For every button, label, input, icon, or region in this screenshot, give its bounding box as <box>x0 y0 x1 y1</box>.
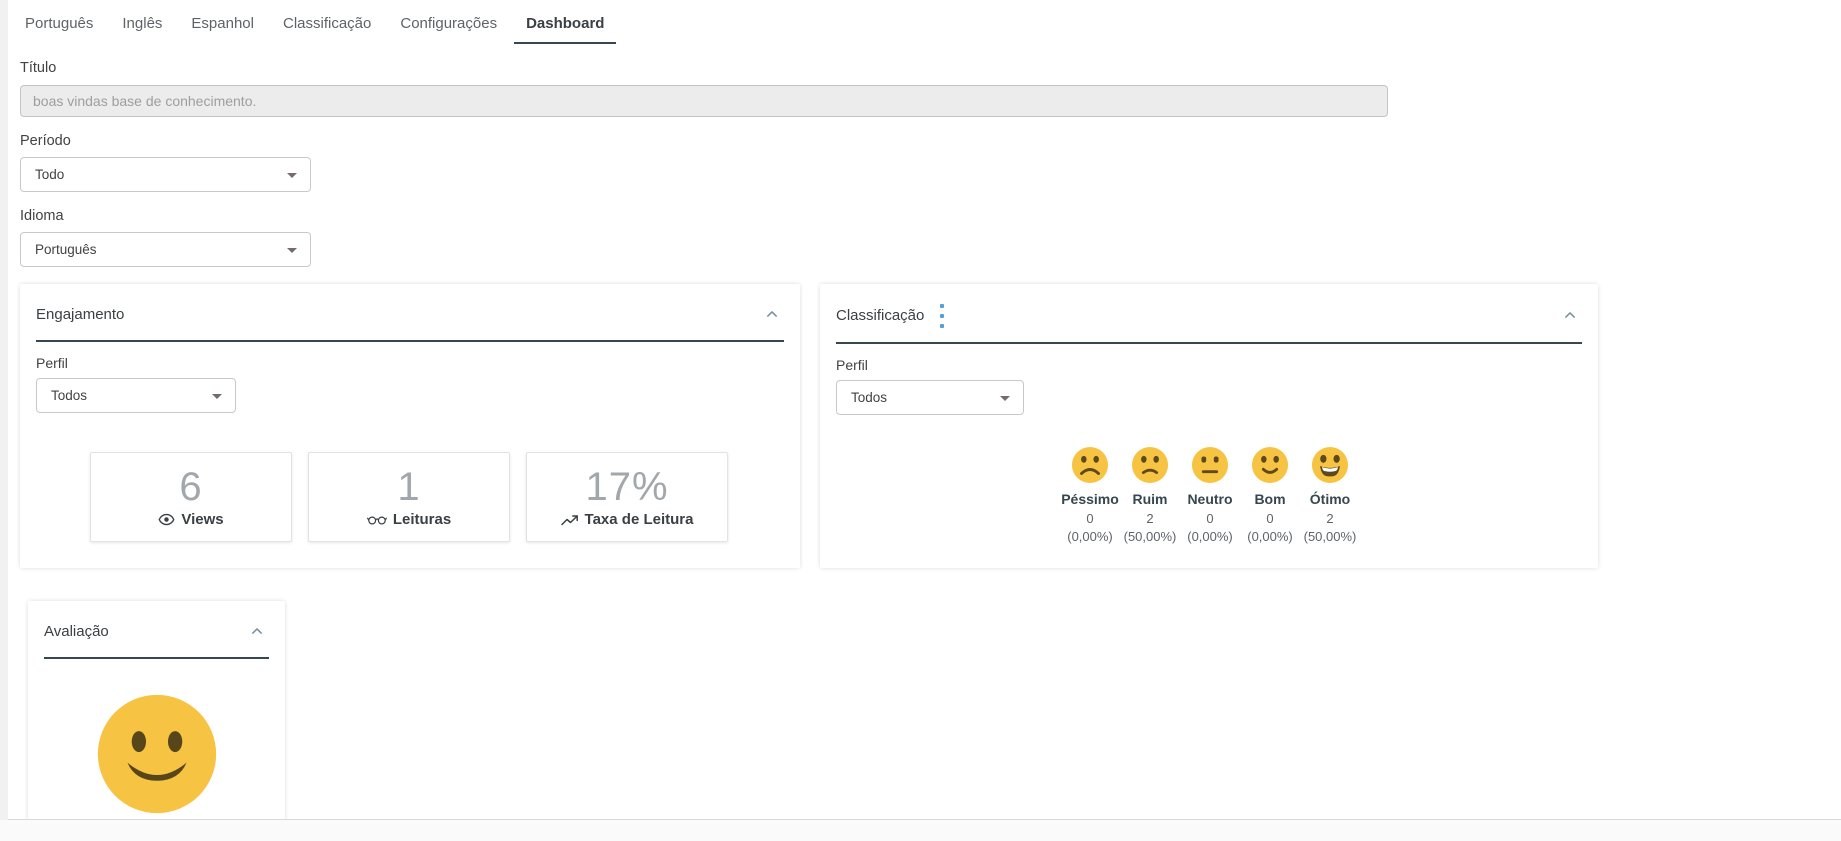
tab-configuracoes[interactable]: Configurações <box>400 15 498 32</box>
classificacao-rule <box>836 342 1582 344</box>
tab-bar: Português Inglês Espanhol Classificação … <box>8 0 1841 44</box>
caret-down-icon <box>1000 395 1010 401</box>
rating-bom: Bom 0 (0,00%) <box>1240 446 1300 544</box>
rating-label: Péssimo <box>1061 491 1119 507</box>
very-sad-face-icon <box>1071 446 1109 484</box>
classificacao-header: Classificação <box>836 302 1582 328</box>
tab-classificacao[interactable]: Classificação <box>282 15 372 32</box>
avaliacao-collapse-button[interactable] <box>245 619 269 643</box>
engajamento-collapse-button[interactable] <box>760 302 784 326</box>
tab-espanhol[interactable]: Espanhol <box>191 15 254 32</box>
avaliacao-rule <box>44 657 269 659</box>
rating-percent: (0,00%) <box>1187 529 1233 544</box>
caret-down-icon <box>212 393 222 399</box>
chevron-up-icon <box>1565 312 1575 318</box>
engajamento-header: Engajamento <box>36 302 784 326</box>
periodo-selected-value: Todo <box>35 167 65 182</box>
taxa-leitura-label: Taxa de Leitura <box>584 511 694 528</box>
engajamento-perfil-label: Perfil <box>36 355 68 371</box>
filters-section: Título Período Todo Idioma Português <box>8 60 1841 267</box>
rating-count: 0 <box>1206 511 1214 526</box>
classificacao-card: Classificação Perfil Todos <box>820 284 1598 568</box>
trendline-icon <box>560 514 578 525</box>
leituras-label: Leituras <box>392 511 452 528</box>
rating-otimo: Ótimo 2 (50,00%) <box>1300 446 1360 544</box>
idioma-label: Idioma <box>20 208 64 224</box>
rating-label: Neutro <box>1187 491 1233 507</box>
classificacao-title: Classificação <box>836 306 925 324</box>
taxa-leitura-value: 17% <box>585 465 669 509</box>
blue-dots-icon[interactable] <box>940 304 945 328</box>
periodo-select[interactable]: Todo <box>20 157 311 192</box>
tab-dashboard[interactable]: Dashboard <box>514 12 617 44</box>
sad-face-icon <box>1131 446 1169 484</box>
rating-count: 2 <box>1146 511 1154 526</box>
avaliacao-card: Avaliação <box>28 601 285 819</box>
ratings-row: Péssimo 0 (0,00%) Ruim 2 (50,00%) <box>1060 446 1582 544</box>
tab-portugues[interactable]: Português <box>25 15 94 32</box>
cards-row: Engajamento Perfil Todos 6 <box>8 284 1841 568</box>
engajamento-perfil-select[interactable]: Todos <box>36 378 236 413</box>
leituras-stat-box: 1 Leituras <box>308 452 510 542</box>
classificacao-collapse-button[interactable] <box>1558 303 1582 327</box>
chevron-up-icon <box>767 311 777 317</box>
rating-pessimo: Péssimo 0 (0,00%) <box>1060 446 1120 544</box>
grin-face-icon <box>1311 446 1349 484</box>
engajamento-card: Engajamento Perfil Todos 6 <box>20 284 800 568</box>
rating-percent: (50,00%) <box>1123 529 1177 544</box>
rating-percent: (50,00%) <box>1303 529 1357 544</box>
views-label: Views <box>181 511 224 528</box>
caret-down-icon <box>287 172 297 178</box>
views-stat-box: 6 Views <box>90 452 292 542</box>
rating-label: Ótimo <box>1309 491 1351 507</box>
leituras-value: 1 <box>397 465 421 509</box>
taxa-leitura-stat-box: 17% Taxa de Leitura <box>526 452 728 542</box>
rating-neutro: Neutro 0 (0,00%) <box>1180 446 1240 544</box>
left-gutter <box>0 0 8 820</box>
classificacao-perfil-label: Perfil <box>836 357 868 373</box>
engagement-stats-row: 6 Views 1 <box>90 452 784 542</box>
classificacao-perfil-value: Todos <box>851 390 888 405</box>
happy-face-icon <box>1251 446 1289 484</box>
engajamento-rule <box>36 340 784 342</box>
avaliacao-title: Avaliação <box>44 622 109 640</box>
titulo-label: Título <box>20 60 57 76</box>
rating-label: Bom <box>1254 491 1286 507</box>
neutral-face-icon <box>1191 446 1229 484</box>
chevron-up-icon <box>252 628 262 634</box>
idioma-selected-value: Português <box>35 242 97 257</box>
rating-count: 0 <box>1086 511 1094 526</box>
avaliacao-header: Avaliação <box>44 619 269 643</box>
rating-count: 2 <box>1326 511 1334 526</box>
rating-percent: (0,00%) <box>1067 529 1113 544</box>
rating-percent: (0,00%) <box>1247 529 1293 544</box>
rating-label: Ruim <box>1132 491 1168 507</box>
views-value: 6 <box>179 465 203 509</box>
periodo-label: Período <box>20 133 71 149</box>
eye-icon <box>158 513 175 526</box>
classificacao-perfil-select[interactable]: Todos <box>836 380 1024 415</box>
rating-count: 0 <box>1266 511 1274 526</box>
glasses-icon <box>366 516 387 525</box>
engajamento-perfil-value: Todos <box>51 388 88 403</box>
titulo-input[interactable] <box>20 85 1388 117</box>
happy-face-icon <box>97 694 216 814</box>
rating-ruim: Ruim 2 (50,00%) <box>1120 446 1180 544</box>
caret-down-icon <box>287 247 297 253</box>
engajamento-title: Engajamento <box>36 305 125 323</box>
tab-ingles[interactable]: Inglês <box>122 15 163 32</box>
idioma-select[interactable]: Português <box>20 232 311 267</box>
dashboard-page: Português Inglês Espanhol Classificação … <box>8 0 1841 820</box>
